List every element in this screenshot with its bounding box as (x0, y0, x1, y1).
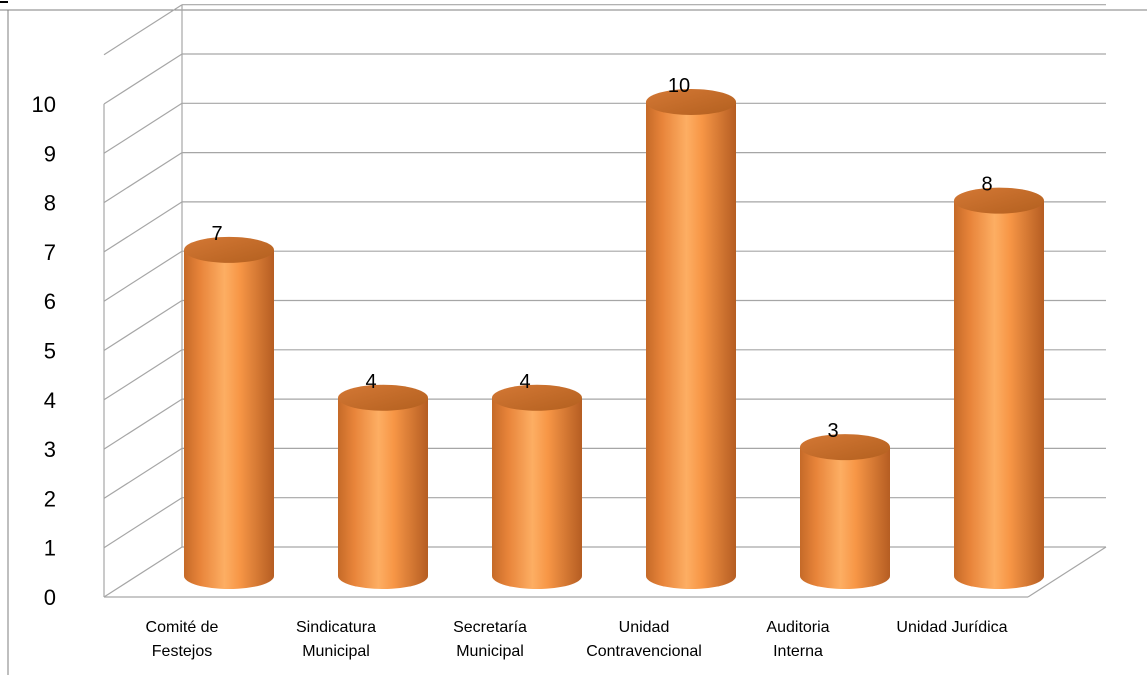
bar-body (492, 397, 582, 589)
category-label: Sindicatura (296, 619, 376, 636)
bar-body (954, 200, 1044, 589)
y-tick-label: 3 (44, 437, 56, 462)
bar-body (800, 447, 890, 589)
side-gridline (103, 349, 183, 401)
bar-body (184, 249, 274, 589)
y-tick-label: 10 (32, 92, 56, 117)
side-gridline (103, 497, 183, 549)
category-label: Unidad Jurídica (896, 619, 1007, 636)
data-label: 4 (519, 371, 530, 393)
category-label: Municipal (456, 643, 524, 660)
y-tick-label: 4 (44, 388, 56, 413)
labels-layer: 7 Comité de Festejos 4 Sindicatura Municipal 4… (146, 75, 1008, 660)
side-gridline (103, 447, 183, 499)
category-label: Unidad (619, 619, 670, 636)
category-label: Contravencional (586, 643, 702, 660)
y-tick-label: 0 (44, 585, 56, 610)
bar-cylinder (954, 187, 1044, 589)
bar-cylinder (646, 89, 736, 589)
side-gridline (103, 152, 183, 204)
side-gridline (103, 250, 183, 302)
data-label: 3 (827, 420, 838, 442)
category-label: Interna (773, 643, 823, 660)
y-tick-label: 6 (44, 289, 56, 314)
data-label: 10 (668, 75, 690, 97)
side-gridline (103, 201, 183, 253)
bar-top-cap (954, 187, 1044, 214)
floor-right-edge (1027, 546, 1107, 598)
bar-top-cap (338, 384, 428, 411)
y-tick-label: 2 (44, 486, 56, 511)
category-label: Municipal (302, 643, 370, 660)
side-gridline (103, 4, 183, 56)
bar-cylinder (184, 236, 274, 589)
category-label: Secretaría (453, 619, 527, 636)
side-gridline (103, 299, 183, 352)
bar-cylinder (338, 384, 428, 589)
y-tick-label: 9 (44, 141, 56, 166)
grid-layer (103, 4, 1107, 598)
category-label: Festejos (152, 643, 212, 660)
bars-layer (184, 89, 1044, 589)
bar-top-cap (646, 89, 736, 115)
y-tick-label: 1 (44, 536, 56, 561)
side-gridline (103, 53, 183, 105)
bar-cylinder (492, 384, 582, 589)
category-label: Comité de (146, 619, 219, 636)
side-gridline (103, 398, 183, 450)
bar-body (338, 397, 428, 589)
bar-cylinder (800, 434, 890, 589)
data-label: 4 (365, 371, 376, 393)
y-tick-label: 5 (44, 339, 56, 364)
data-label: 7 (211, 223, 222, 245)
bar-body (646, 102, 736, 589)
bar-top-cap (800, 434, 890, 461)
bar-top-cap (492, 384, 582, 411)
side-gridline (103, 546, 183, 598)
y-axis: 0 1 2 3 4 5 6 7 8 9 10 (32, 92, 56, 610)
category-label: Auditoria (766, 619, 829, 636)
y-tick-label: 8 (44, 191, 56, 216)
y-tick-label: 7 (44, 240, 56, 265)
data-label: 8 (981, 174, 992, 196)
side-gridline (103, 102, 183, 154)
bar-top-cap (184, 236, 274, 263)
